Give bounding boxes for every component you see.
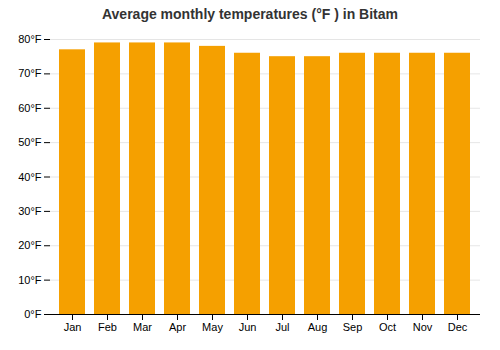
svg-text:Jan: Jan xyxy=(64,321,82,333)
svg-text:Dec: Dec xyxy=(448,321,468,333)
svg-text:Jul: Jul xyxy=(275,321,289,333)
svg-text:Apr: Apr xyxy=(169,321,186,333)
svg-text:20°F: 20°F xyxy=(18,239,42,251)
svg-text:Aug: Aug xyxy=(308,321,328,333)
svg-text:May: May xyxy=(202,321,223,333)
svg-text:80°F: 80°F xyxy=(18,33,42,45)
svg-text:Oct: Oct xyxy=(379,321,396,333)
svg-text:Nov: Nov xyxy=(413,321,433,333)
svg-text:70°F: 70°F xyxy=(18,67,42,79)
svg-text:40°F: 40°F xyxy=(18,171,42,183)
svg-text:Mar: Mar xyxy=(133,321,152,333)
svg-text:30°F: 30°F xyxy=(18,205,42,217)
svg-text:Jun: Jun xyxy=(239,321,257,333)
svg-text:10°F: 10°F xyxy=(18,274,42,286)
svg-text:Sep: Sep xyxy=(343,321,363,333)
svg-text:Feb: Feb xyxy=(98,321,117,333)
html-text:Average monthly temperatures (: Average monthly temperatures (°F ) in Bi… xyxy=(102,6,398,22)
svg-text:60°F: 60°F xyxy=(18,102,42,114)
svg-text:0°F: 0°F xyxy=(24,308,42,320)
svg-text:50°F: 50°F xyxy=(18,136,42,148)
